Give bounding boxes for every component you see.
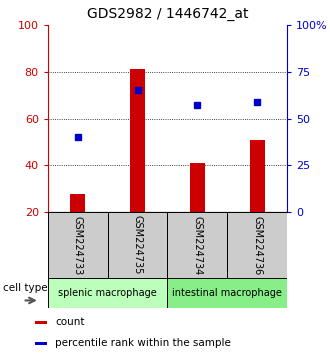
Text: count: count [55, 318, 85, 327]
Bar [250, 140, 265, 212]
Text: GSM224733: GSM224733 [73, 216, 83, 275]
Bar [108, 212, 167, 278]
Bar [168, 212, 227, 278]
Text: percentile rank within the sample: percentile rank within the sample [55, 338, 231, 348]
Bar [35, 342, 47, 345]
Text: cell type: cell type [3, 284, 48, 293]
Text: GSM224734: GSM224734 [192, 216, 202, 275]
Bar [168, 278, 287, 308]
Bar [130, 69, 145, 212]
Title: GDS2982 / 1446742_at: GDS2982 / 1446742_at [87, 7, 248, 21]
Bar [70, 194, 85, 212]
Bar [35, 321, 47, 324]
Bar [48, 278, 168, 308]
Text: intestinal macrophage: intestinal macrophage [172, 288, 282, 298]
Bar [48, 212, 108, 278]
Bar [227, 212, 287, 278]
Text: GSM224736: GSM224736 [252, 216, 262, 275]
Text: splenic macrophage: splenic macrophage [58, 288, 157, 298]
Bar [190, 163, 205, 212]
Text: GSM224735: GSM224735 [133, 216, 143, 275]
